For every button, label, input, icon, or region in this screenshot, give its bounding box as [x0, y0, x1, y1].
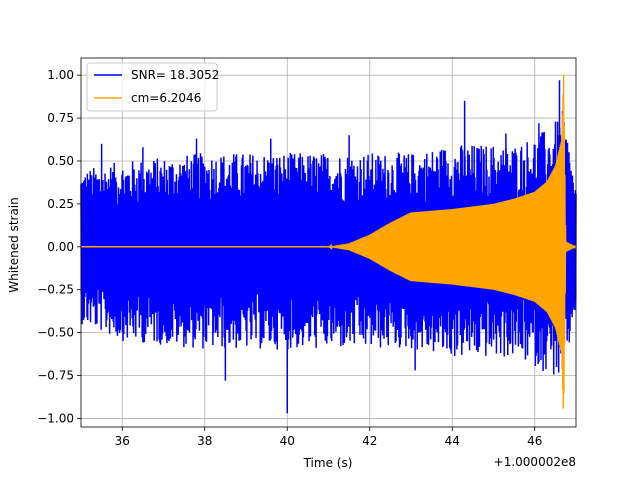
- legend: SNR= 18.3052 cm=6.2046: [86, 62, 219, 112]
- x-axis: 36 38 40 42 44 46: [115, 427, 542, 448]
- y-tick-label: 1.00: [47, 68, 74, 82]
- y-tick-label: −1.00: [37, 411, 74, 425]
- x-axis-offset-label: +1.000002e8: [494, 455, 576, 469]
- legend-label-cm: cm=6.2046: [131, 91, 201, 105]
- legend-label-snr: SNR= 18.3052: [131, 68, 219, 82]
- y-tick-label: −0.25: [37, 283, 74, 297]
- x-tick-label: 42: [362, 434, 377, 448]
- y-tick-label: 0.25: [47, 197, 74, 211]
- y-tick-label: −0.50: [37, 326, 74, 340]
- y-axis-label: Whitened strain: [7, 197, 21, 293]
- x-tick-label: 46: [527, 434, 542, 448]
- y-axis: −1.00 −0.75 −0.50 −0.25 0.00 0.25 0.50 0.75 1.00: [37, 68, 81, 425]
- x-tick-label: 38: [197, 434, 212, 448]
- y-tick-label: 0.75: [47, 111, 74, 125]
- x-axis-label: Time (s): [303, 456, 353, 470]
- x-tick-label: 40: [280, 434, 295, 448]
- x-tick-label: 36: [115, 434, 130, 448]
- y-tick-label: −0.75: [37, 369, 74, 383]
- y-tick-label: 0.50: [47, 154, 74, 168]
- y-tick-label: 0.00: [47, 240, 74, 254]
- plot-frame: [80, 57, 577, 428]
- series-layer: [80, 75, 577, 414]
- x-tick-label: 44: [445, 434, 460, 448]
- series-line-cm: [81, 75, 577, 409]
